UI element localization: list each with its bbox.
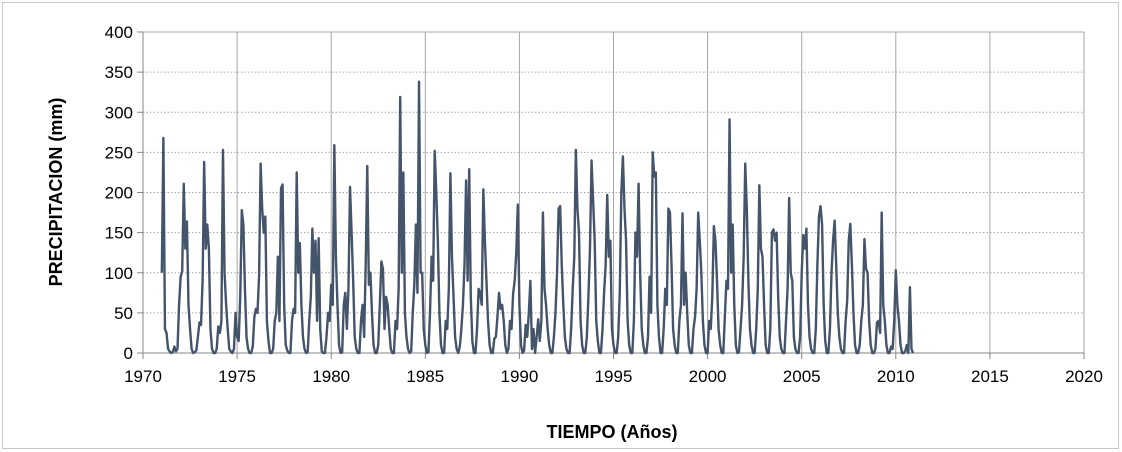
x-tick-label: 2020 xyxy=(1065,367,1103,386)
axes xyxy=(137,31,1085,359)
series-line xyxy=(160,80,915,355)
x-tick-label: 1995 xyxy=(595,367,633,386)
y-tick-label: 100 xyxy=(105,264,133,283)
x-tick-label: 2010 xyxy=(877,367,915,386)
y-tick-label: 200 xyxy=(105,184,133,203)
y-tick-label: 0 xyxy=(124,344,133,363)
y-tick-label: 250 xyxy=(105,143,133,162)
x-tick-label: 1990 xyxy=(500,367,538,386)
x-axis-title: TIEMPO (Años) xyxy=(547,422,678,442)
y-axis-title: PRECIPITACION (mm) xyxy=(46,98,66,287)
x-tick-label: 1975 xyxy=(218,367,256,386)
y-axis-ticks: 0 50 100 150 200 250 300 350 400 xyxy=(105,23,133,363)
x-tick-label: 1970 xyxy=(124,367,162,386)
x-tick-label: 1985 xyxy=(406,367,444,386)
x-tick-label: 2005 xyxy=(783,367,821,386)
y-tick-label: 400 xyxy=(105,23,133,42)
y-tick-label: 150 xyxy=(105,224,133,243)
x-axis-ticks: 1970 1975 1980 1985 1990 1995 2000 2005 2010 2015… xyxy=(124,367,1103,386)
y-tick-label: 50 xyxy=(114,304,133,323)
x-tick-label: 2015 xyxy=(971,367,1009,386)
y-tick-label: 300 xyxy=(105,103,133,122)
x-tick-label: 1980 xyxy=(312,367,350,386)
y-tick-label: 350 xyxy=(105,63,133,82)
x-tick-label: 2000 xyxy=(689,367,727,386)
